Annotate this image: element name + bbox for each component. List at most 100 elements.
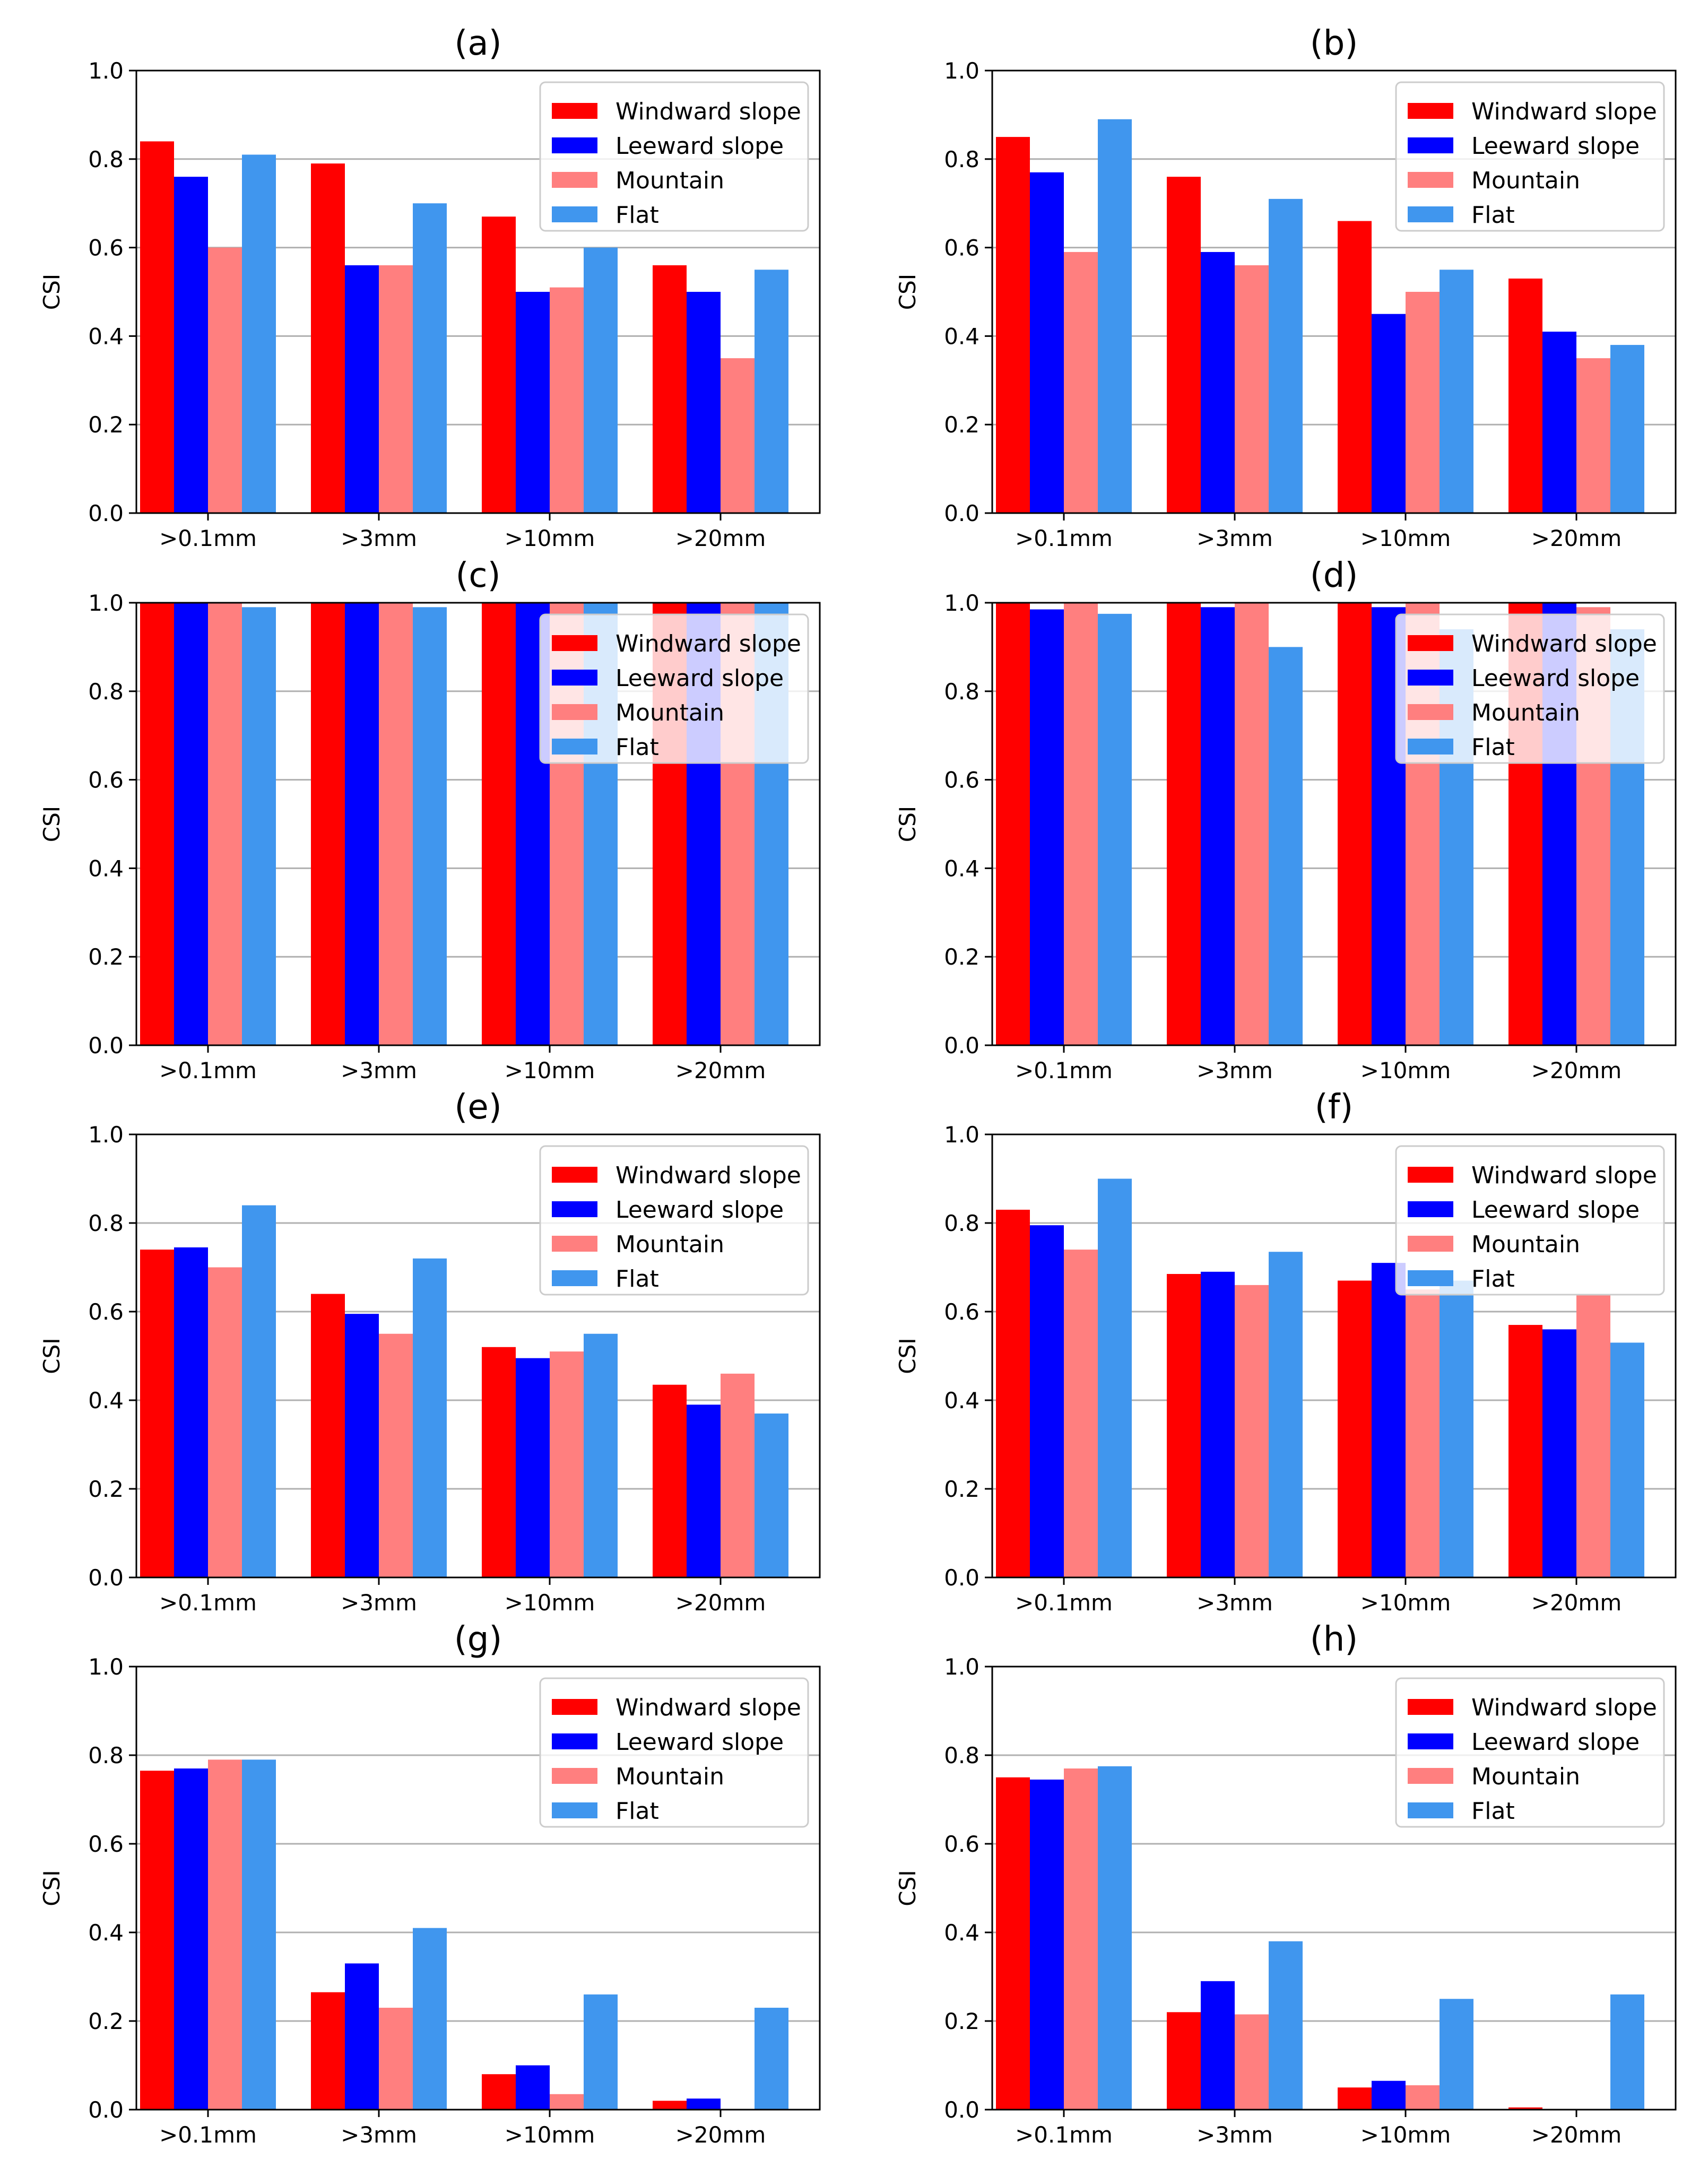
y-tick-label: 0.8 [944, 146, 979, 172]
bar-windward-slope-1 [996, 1209, 1030, 1577]
bar-windward-slope-3 [1338, 2087, 1372, 2110]
legend-label: Windward slope [1471, 1162, 1657, 1189]
bars-group [140, 1759, 788, 2110]
bar-leeward-slope-1 [1030, 1225, 1064, 1577]
y-axis-label: CSI [895, 1870, 921, 1906]
bar-leeward-slope-4 [687, 2098, 721, 2110]
legend-swatch-leeward-slope [552, 670, 597, 686]
bar-flat-1 [242, 154, 276, 513]
x-tick-label: >10mm [505, 1057, 595, 1083]
y-tick-label: 0.8 [88, 1742, 124, 1768]
chart-panel-g: 0.0 0.2 0.4 0.6 0.8 1.0 >0.1mm >3mm >10mm >20mm CS… [39, 1620, 821, 2148]
legend-label: Mountain [615, 1763, 724, 1790]
bar-windward-slope-3 [482, 2074, 516, 2110]
legend-label: Flat [615, 734, 659, 761]
legend-swatch-windward-slope [552, 1699, 597, 1715]
y-tick-label: 0.2 [88, 412, 124, 438]
bar-mountain-2 [379, 2007, 413, 2110]
bar-leeward-slope-2 [1201, 607, 1235, 1045]
bar-leeward-slope-1 [174, 1768, 208, 2110]
x-tick-label: >0.1mm [159, 1057, 257, 1083]
legend-swatch-flat [1408, 206, 1453, 222]
chart-panel-f: 0.0 0.2 0.4 0.6 0.8 1.0 >0.1mm >3mm >10mm >20mm CS… [895, 1088, 1677, 1616]
y-tick-label: 0.2 [944, 2008, 979, 2034]
chart-panel-d: 0.0 0.2 0.4 0.6 0.8 1.0 >0.1mm >3mm >10mm >20mm CS… [895, 556, 1677, 1083]
x-tick-label: >3mm [1197, 525, 1273, 551]
y-tick-label: 0.4 [88, 1387, 124, 1413]
legend: Windward slope Leeward slope Mountain Flat [539, 613, 809, 764]
y-tick-label: 0.0 [944, 500, 979, 526]
bar-mountain-3 [1406, 292, 1440, 513]
legend-swatch-leeward-slope [1408, 1733, 1453, 1749]
legend-box [1395, 613, 1665, 764]
panel-title: (d) [1310, 556, 1358, 595]
bar-mountain-2 [379, 603, 413, 1045]
x-tick-label: >3mm [1197, 1057, 1273, 1083]
legend-swatch-leeward-slope [552, 137, 597, 153]
bar-flat-4 [1610, 1994, 1644, 2110]
bar-flat-1 [242, 1205, 276, 1577]
bars-group [140, 141, 788, 513]
legend-swatch-mountain [552, 1236, 597, 1252]
x-tick-label: >0.1mm [1015, 1590, 1113, 1616]
y-tick-label: 0.4 [944, 855, 979, 881]
bar-mountain-3 [550, 287, 584, 513]
x-tick-label: >10mm [505, 1590, 595, 1616]
bar-windward-slope-2 [1167, 2012, 1201, 2110]
legend-label: Flat [1471, 202, 1515, 229]
bar-mountain-2 [379, 265, 413, 513]
bar-leeward-slope-2 [1201, 1981, 1235, 2110]
bar-mountain-2 [1235, 2014, 1269, 2110]
bar-windward-slope-3 [1338, 221, 1372, 513]
y-tick-label: 0.2 [944, 1476, 979, 1502]
plot-frame [135, 1133, 821, 1579]
y-tick-label: 0.0 [88, 2097, 124, 2123]
y-tick-label: 0.6 [944, 1831, 979, 1857]
bar-leeward-slope-1 [174, 177, 208, 513]
legend-swatch-mountain [552, 704, 597, 720]
bar-mountain-2 [379, 1333, 413, 1577]
y-tick-label: 0.2 [88, 1476, 124, 1502]
bar-flat-1 [1098, 613, 1132, 1045]
y-tick-label: 0.0 [944, 1033, 979, 1059]
bar-windward-slope-4 [653, 2101, 687, 2110]
legend-box [539, 81, 809, 232]
y-tick-label: 0.4 [944, 1387, 979, 1413]
bar-mountain-1 [208, 603, 242, 1045]
legend-swatch-leeward-slope [1408, 670, 1453, 686]
plot-frame [991, 1666, 1677, 2111]
y-tick-label: 0.2 [944, 944, 979, 970]
plot-frame [135, 602, 821, 1046]
x-tick-label: >10mm [505, 525, 595, 551]
legend-label: Mountain [1471, 1763, 1580, 1790]
x-tick-label: >3mm [341, 1590, 417, 1616]
legend-label: Windward slope [1471, 630, 1657, 657]
x-tick-label: >0.1mm [1015, 1057, 1113, 1083]
y-tick-label: 0.8 [88, 679, 124, 705]
y-tick-label: 0.6 [944, 767, 979, 793]
panel-title: (g) [454, 1620, 502, 1659]
bar-flat-4 [755, 1413, 788, 1577]
bar-mountain-1 [208, 247, 242, 513]
bar-flat-4 [755, 2007, 788, 2110]
bar-windward-slope-2 [1167, 1274, 1201, 1577]
x-tick-label: >10mm [505, 2122, 595, 2148]
bar-flat-1 [1098, 1766, 1132, 2110]
legend-swatch-flat [552, 739, 597, 755]
legend-swatch-flat [1408, 739, 1453, 755]
x-tick-label: >3mm [341, 1057, 417, 1083]
bar-windward-slope-1 [140, 1250, 174, 1577]
bar-mountain-4 [721, 358, 755, 513]
legend-label: Windward slope [615, 98, 801, 125]
bars-group [996, 1178, 1644, 1577]
bars-group [996, 1766, 1644, 2110]
bar-windward-slope-3 [1338, 1280, 1372, 1577]
legend-swatch-windward-slope [1408, 103, 1453, 119]
legend-label: Leeward slope [1471, 1196, 1640, 1224]
x-tick-label: >10mm [1360, 2122, 1451, 2148]
legend-label: Leeward slope [615, 133, 784, 160]
bar-leeward-slope-1 [174, 1247, 208, 1577]
bar-mountain-4 [721, 1373, 755, 1577]
legend-label: Flat [615, 202, 659, 229]
y-tick-label: 0.6 [944, 235, 979, 261]
